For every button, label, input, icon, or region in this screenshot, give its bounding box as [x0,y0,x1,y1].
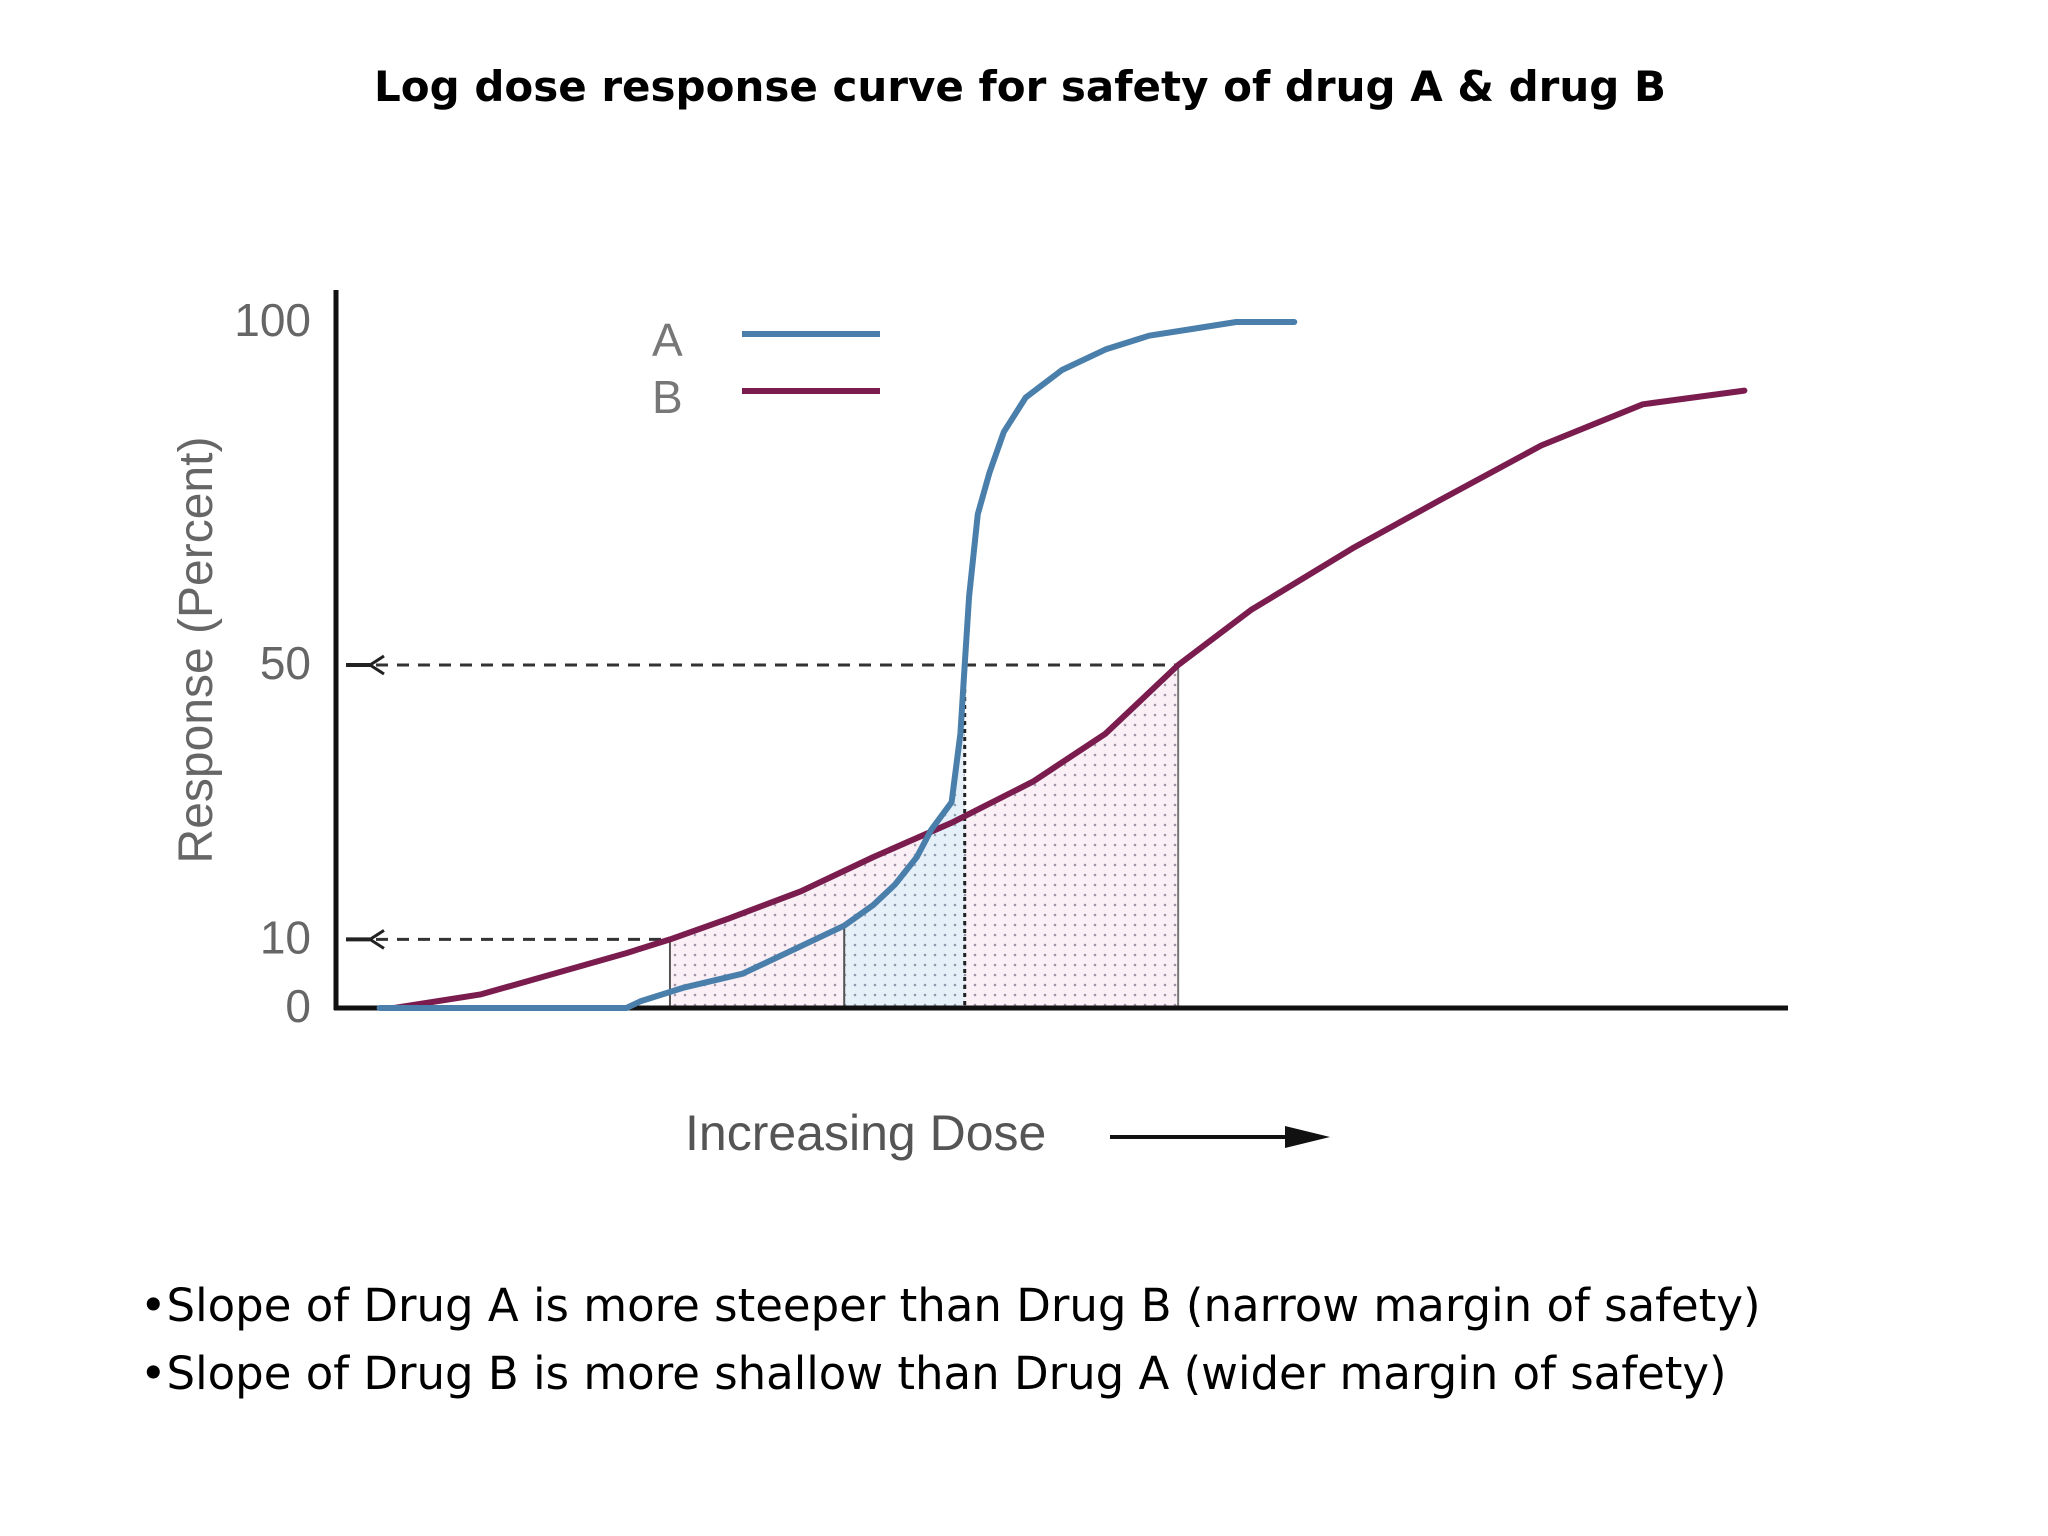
y-tick-label: 10 [260,911,311,963]
bullet-item: •Slope of Drug A is more steeper than Dr… [140,1279,1761,1332]
y-tick-label: 0 [285,980,311,1032]
y-tick-label: 100 [234,294,311,346]
y-tick-label: 50 [260,637,311,689]
series-line-a [376,319,1298,1011]
legend-label-a: A [652,314,683,366]
series-line-b [391,387,1748,1011]
legend-label-b: B [652,371,683,423]
drug-a-shaded-area [844,665,965,1008]
legend: AB [652,314,880,423]
dose-response-chart: 0 10 50 100 AB Increasing Dose Response (Per… [170,290,1788,1161]
slide-title: Log dose response curve for safety of dr… [374,62,1666,111]
y-ticks: 0 10 50 100 [234,294,311,1032]
x-axis-arrowhead [1285,1126,1330,1148]
x-axis-label: Increasing Dose [685,1105,1046,1161]
axis-labels: Increasing Dose Response (Percent) [170,437,1330,1161]
y-axis-label: Response (Percent) [170,437,223,864]
series-lines [376,319,1748,1011]
bullet-item: •Slope of Drug B is more shallow than Dr… [140,1347,1727,1400]
reference-lines [346,654,1179,950]
bullet-list: •Slope of Drug A is more steeper than Dr… [140,1272,1761,1408]
